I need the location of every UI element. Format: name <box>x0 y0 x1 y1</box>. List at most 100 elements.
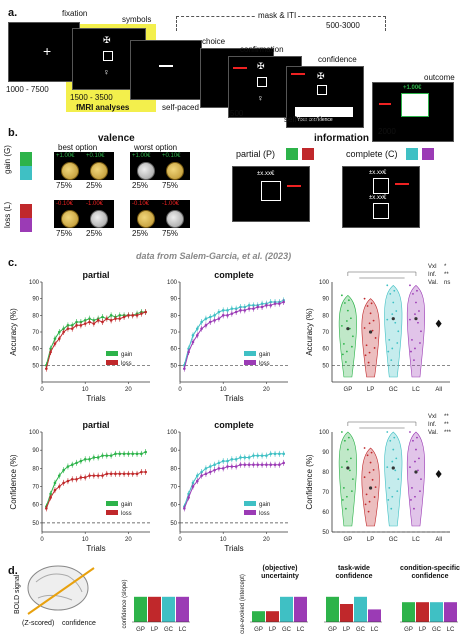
symbols-label: symbols <box>122 15 152 24</box>
mask-range-label: 500-3000 <box>326 21 360 30</box>
y-tick-label: 90 <box>32 297 39 303</box>
subject-dot <box>341 499 344 501</box>
subject-dot <box>340 431 343 433</box>
group-title: confidence <box>336 573 373 580</box>
subject-dot <box>396 490 399 493</box>
time-symbols: 1500 - 3500 <box>70 93 113 102</box>
subject-dot <box>415 448 417 451</box>
subject-dot <box>373 347 376 349</box>
subject-dot <box>342 487 345 489</box>
y-tick-label: 60 <box>32 503 39 509</box>
subject-dot <box>387 499 390 501</box>
legend-swatch <box>106 360 118 365</box>
subject-dot <box>347 299 350 302</box>
screen-fixation: + <box>8 22 80 82</box>
subject-dot <box>411 338 413 341</box>
gain-axis-label: gain (G) <box>3 145 12 174</box>
violin-shape <box>338 431 357 527</box>
subject-dot <box>374 486 377 489</box>
subject-dot <box>420 330 422 333</box>
subject-dot <box>395 457 398 460</box>
y-tick-label: 60 <box>170 503 177 509</box>
subject-dot <box>345 350 348 353</box>
bar <box>294 596 307 622</box>
subject-dot <box>368 351 371 354</box>
y-tick-label: 80 <box>322 470 329 476</box>
group-ylabel: confidence (slope) <box>122 579 128 628</box>
gain-worst-p1: 25% <box>132 181 149 190</box>
y-tick-label: 80 <box>322 313 329 319</box>
mean-marker <box>391 466 395 470</box>
conf-partial-chart: partial 50 60 70 80 90 100 0 10 20 gain loss Trials C… <box>9 420 150 553</box>
subject-dot <box>366 454 369 457</box>
mean-marker <box>414 470 418 474</box>
group-title: condition-specific <box>400 565 460 572</box>
x-tick-label: 10 <box>220 387 227 393</box>
bar <box>340 604 353 622</box>
gain-best-p1: 75% <box>56 181 73 190</box>
subject-dot <box>349 457 352 460</box>
y-tick-label: 90 <box>322 297 329 303</box>
time-fixation: 1000 - 7500 <box>6 85 49 94</box>
chart-title: partial <box>82 420 109 430</box>
x-tick-label: 0 <box>178 387 182 393</box>
subject-dot <box>372 468 375 471</box>
acc-partial-chart: partial 50 60 70 80 90 100 0 10 20 gain loss Trials A… <box>9 270 150 403</box>
bar-label: GC <box>356 627 366 633</box>
screen-confidence: ✠ Your confidence <box>286 66 364 128</box>
bar <box>416 602 429 622</box>
y-tick-label: 100 <box>319 280 330 286</box>
acc-complete-chart: complete 50 60 70 80 90 100 0 10 20 gain loss Trials <box>167 270 288 403</box>
subject-dot <box>374 337 377 339</box>
zscored-label: (Z-scored) <box>22 620 55 627</box>
y-tick-label: 70 <box>170 485 177 491</box>
sig-stars: ** <box>444 414 449 420</box>
subject-dot <box>386 466 389 469</box>
subject-dot <box>391 347 394 350</box>
worst-option-label: worst option <box>134 143 178 152</box>
y-tick-label: 80 <box>170 313 177 319</box>
loss-worst-p1: 25% <box>132 229 149 238</box>
choice-label: choice <box>202 37 226 46</box>
subject-dot <box>411 487 413 489</box>
mean-marker <box>346 327 350 331</box>
conf-complete-chart: complete 50 60 70 80 90 100 0 10 20 gain loss Trials <box>167 420 288 553</box>
subject-dot <box>388 487 391 489</box>
subject-dot <box>348 469 351 472</box>
series-line <box>183 453 284 507</box>
subject-dot <box>346 309 349 312</box>
group-title: uncertainty <box>261 573 299 580</box>
y-tick-label: 70 <box>170 330 177 336</box>
subject-dot <box>394 321 397 324</box>
y-tick-label: 100 <box>167 430 178 436</box>
legend-swatch <box>106 510 118 515</box>
bar-label: GC <box>432 627 442 633</box>
subject-dot <box>347 436 350 439</box>
subject-dot <box>367 510 370 513</box>
bar <box>402 602 415 622</box>
subject-dot <box>410 350 412 353</box>
bar <box>444 602 457 622</box>
y-tick-label: 50 <box>322 530 329 536</box>
y-tick-label: 100 <box>167 280 178 286</box>
subject-dot <box>340 324 343 327</box>
subject-dot <box>370 302 373 305</box>
violin-shape <box>384 284 403 378</box>
subject-dot <box>386 284 389 287</box>
x-tick-label: 10 <box>220 537 227 543</box>
partial-screen: ±x.xx€ <box>232 166 310 222</box>
subject-dot <box>351 335 354 338</box>
bar-label: LC <box>371 627 379 633</box>
x-tick-label: GC <box>389 537 399 543</box>
subject-dot <box>394 469 397 472</box>
subject-dot <box>412 439 414 442</box>
gain-worst-box: +1.00€ +0.10€ <box>130 152 190 180</box>
series-line <box>45 471 146 509</box>
y-tick-label: 70 <box>322 490 329 496</box>
x-tick-label: GP <box>344 387 353 393</box>
subject-dot <box>343 439 346 442</box>
x-tick-label: 0 <box>40 387 44 393</box>
subject-dot <box>367 361 370 364</box>
bar <box>134 596 147 622</box>
loss-worst-p2: 75% <box>162 229 179 238</box>
